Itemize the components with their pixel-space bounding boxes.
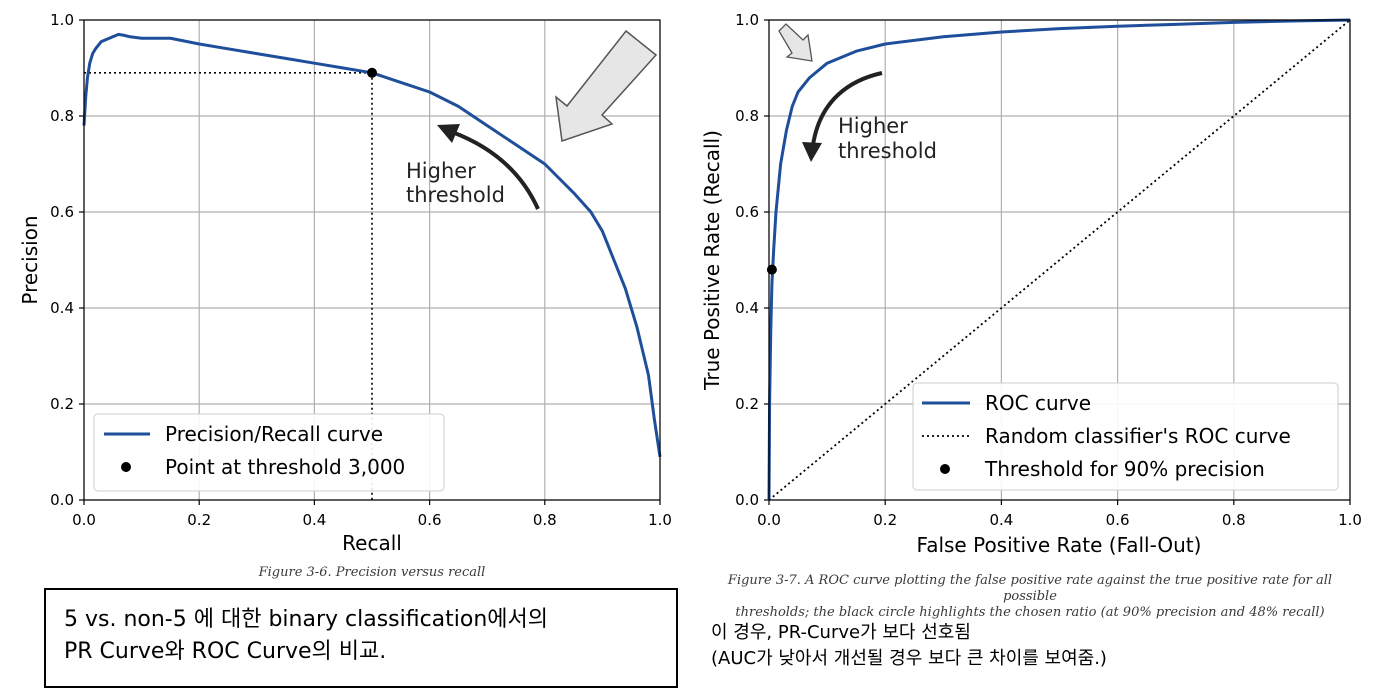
- pr-xtick-label: 0.6: [418, 511, 442, 529]
- roc-legend-random-label: Random classifier's ROC curve: [985, 424, 1291, 448]
- pr-threshold-arrow-icon: [451, 130, 540, 210]
- roc-annotation-line1: Higher: [838, 114, 908, 138]
- roc-xtick-label: 0.2: [873, 511, 897, 529]
- pr-curve-line: [82, 32, 662, 458]
- roc-chart: 0.0 0.2 0.4 0.6 0.8 1.0 0.0 0.2 0.4 0.6 0.8 1.0 Hig…: [700, 11, 1362, 557]
- pr-xtick-label: 1.0: [648, 511, 672, 529]
- roc-ytick-label: 0.8: [735, 107, 759, 125]
- pr-xtick-label: 0.0: [72, 511, 96, 529]
- pr-big-arrow-icon: [554, 29, 658, 143]
- preference-note-line2: (AUC가 낮아서 개선될 경우 보다 큰 차이를 보여줌.): [711, 648, 1107, 669]
- pr-ticks: 0.0 0.2 0.4 0.6 0.8 1.0 0.0 0.2 0.4 0.6 0.8 1.0: [50, 11, 672, 529]
- roc-xtick-label: 0.6: [1106, 511, 1130, 529]
- pr-ytick-label: 0.8: [50, 107, 74, 125]
- comparison-note-line1: 5 vs. non-5 에 대한 binary classification에서…: [64, 607, 549, 632]
- pr-legend-point-label: Point at threshold 3,000: [165, 455, 405, 479]
- roc-legend-box: [912, 382, 1339, 491]
- pr-ytick-label: 0.6: [50, 203, 74, 221]
- roc-ytick-label: 0.4: [735, 299, 759, 317]
- pr-annotation-line1: Higher: [406, 159, 476, 183]
- roc-ytick-label: 0.2: [735, 395, 759, 413]
- roc-ticks: 0.0 0.2 0.4 0.6 0.8 1.0 0.0 0.2 0.4 0.6 0.8 1.0: [735, 11, 1362, 529]
- roc-legend-point-swatch: [940, 464, 950, 474]
- pr-threshold-point: [367, 67, 377, 78]
- roc-legend-point-label: Threshold for 90% precision: [984, 457, 1265, 481]
- pr-ytick-label: 0.0: [50, 491, 74, 509]
- roc-caption-line2: thresholds; the black circle highlights …: [735, 605, 1325, 620]
- pr-annotation-line2: threshold: [406, 183, 505, 207]
- comparison-note-box: 5 vs. non-5 에 대한 binary classification에서…: [44, 588, 678, 688]
- roc-threshold-arrowhead-icon: [802, 142, 822, 162]
- pr-ytick-label: 1.0: [50, 11, 74, 29]
- pr-plot-frame: [83, 19, 661, 501]
- pr-chart: 0.0 0.2 0.4 0.6 0.8 1.0 0.0 0.2 0.4 0.6 0.8 1.0 Hig…: [18, 11, 672, 555]
- roc-ytick-label: 1.0: [735, 11, 759, 29]
- roc-caption: Figure 3-7. A ROC curve plotting the fal…: [700, 573, 1360, 621]
- roc-threshold-arrow-icon: [811, 71, 883, 146]
- roc-xtick-label: 1.0: [1338, 511, 1362, 529]
- roc-caption-line1: Figure 3-7. A ROC curve plotting the fal…: [727, 573, 1333, 604]
- pr-ytick-label: 0.4: [50, 299, 74, 317]
- pr-xlabel: Recall: [342, 531, 402, 555]
- pr-caption: Figure 3-6. Precision versus recall: [258, 565, 486, 580]
- pr-threshold-arrowhead-icon: [437, 124, 460, 143]
- pr-legend-curve-label: Precision/Recall curve: [165, 422, 383, 446]
- pr-legend-point-swatch: [121, 462, 131, 472]
- roc-xlabel: False Positive Rate (Fall-Out): [917, 533, 1202, 557]
- roc-xtick-label: 0.0: [757, 511, 781, 529]
- roc-annotation-line2: threshold: [838, 139, 937, 163]
- pr-ytick-label: 0.2: [50, 395, 74, 413]
- roc-xtick-label: 0.8: [1222, 511, 1246, 529]
- comparison-note-line2: PR Curve와 ROC Curve의 비교.: [64, 639, 387, 664]
- roc-xtick-label: 0.4: [989, 511, 1013, 529]
- preference-note: 이 경우, PR-Curve가 보다 선호됨 (AUC가 낮아서 개선될 경우 …: [711, 620, 1351, 672]
- pr-ylabel: Precision: [18, 215, 42, 304]
- pr-xtick-label: 0.4: [302, 511, 326, 529]
- pr-legend-box: [93, 413, 445, 492]
- roc-ytick-label: 0.6: [735, 203, 759, 221]
- roc-plot-frame: [768, 19, 1351, 501]
- roc-ytick-label: 0.0: [735, 491, 759, 509]
- roc-random-line: [768, 19, 1351, 501]
- pr-xtick-label: 0.8: [533, 511, 557, 529]
- roc-ylabel: True Positive Rate (Recall): [700, 130, 724, 391]
- roc-legend-curve-label: ROC curve: [985, 391, 1091, 415]
- pr-xtick-label: 0.2: [187, 511, 211, 529]
- preference-note-line1: 이 경우, PR-Curve가 보다 선호됨: [711, 622, 971, 643]
- roc-small-arrow-icon: [778, 23, 813, 62]
